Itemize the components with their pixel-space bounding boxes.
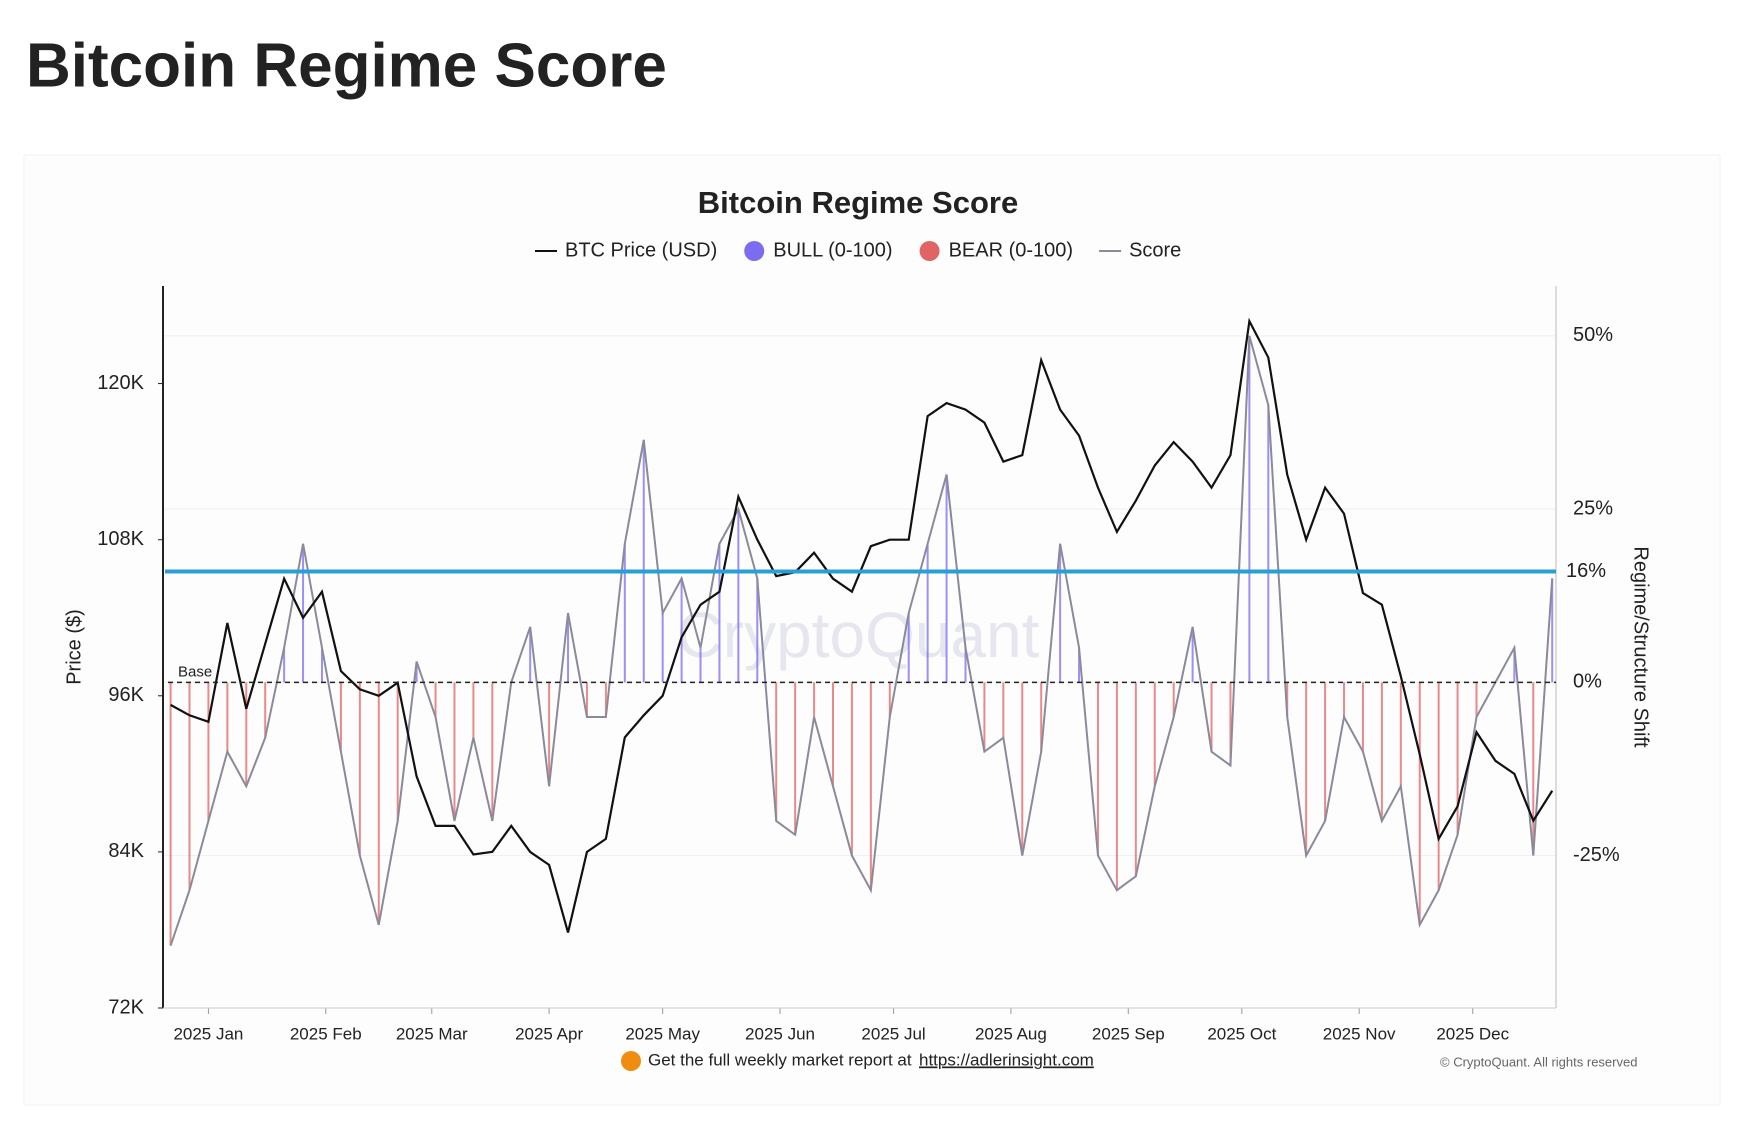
footer-link[interactable]: https://adlerinsight.com (919, 1050, 1094, 1069)
y-axis-label: Price ($) (63, 609, 85, 685)
y-tick-label: 72K (108, 996, 144, 1018)
legend-label: Score (1129, 239, 1181, 261)
legend-label: BEAR (0-100) (949, 239, 1074, 261)
legend-swatch (919, 241, 940, 261)
threshold-label: 16% (1566, 560, 1606, 582)
y-tick-label: 108K (97, 528, 144, 550)
legend-label: BULL (0-100) (773, 239, 892, 261)
copyright: © CryptoQuant. All rights reserved (1440, 1054, 1637, 1069)
price-line (170, 317, 1554, 933)
watermark: CryptoQuant (677, 599, 1040, 671)
x-tick-label: 2025 Sep (1092, 1024, 1165, 1043)
base-label: Base (178, 663, 212, 680)
y-tick-label: 84K (108, 840, 144, 862)
x-tick-label: 2025 May (625, 1024, 700, 1043)
y2-tick-label: 0% (1573, 671, 1602, 693)
x-tick-label: 2025 Jan (173, 1024, 243, 1043)
y2-axis-label: Regime/Structure Shift (1630, 546, 1652, 748)
x-tick-label: 2025 Jun (745, 1024, 815, 1043)
legend-swatch (744, 241, 765, 261)
legend-label: BTC Price (USD) (565, 239, 717, 261)
x-tick-label: 2025 Oct (1207, 1024, 1276, 1043)
x-tick-label: 2025 Jul (861, 1024, 925, 1043)
y2-tick-label: 25% (1573, 497, 1613, 519)
x-tick-label: 2025 Feb (290, 1024, 362, 1043)
x-tick-label: 2025 Aug (975, 1024, 1047, 1043)
y2-tick-label: -25% (1573, 844, 1620, 866)
card (23, 154, 1721, 1106)
y-tick-label: 96K (108, 684, 144, 706)
x-tick-label: 2025 Dec (1436, 1024, 1509, 1043)
x-tick-label: 2025 Mar (396, 1024, 468, 1043)
score-line (169, 335, 1554, 946)
footer-icon (621, 1051, 641, 1071)
x-tick-label: 2025 Nov (1323, 1024, 1396, 1043)
chart-title: Bitcoin Regime Score (698, 185, 1018, 220)
page-title: Bitcoin Regime Score (26, 31, 667, 100)
x-tick-label: 2025 Apr (515, 1024, 583, 1043)
footer-text: Get the full weekly market report at (648, 1050, 912, 1069)
y2-tick-label: 50% (1573, 324, 1613, 346)
y-tick-label: 120K (97, 372, 144, 394)
